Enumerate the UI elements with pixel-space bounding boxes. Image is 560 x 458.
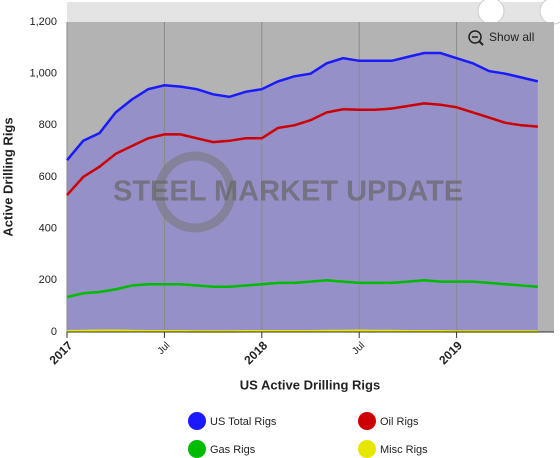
y-tick-label: 400 (39, 223, 57, 235)
legend-marker (188, 412, 206, 430)
series-line (66, 51, 539, 162)
legend-label: Gas Rigs (210, 444, 256, 456)
x-tick-label: 2018 (241, 338, 270, 367)
x-tick-label: Jul (156, 340, 173, 357)
legend-label: Oil Rigs (380, 416, 419, 428)
series-line (66, 329, 538, 333)
watermark-logo (154, 151, 236, 233)
legend-marker (358, 440, 376, 458)
legend-label: US Total Rigs (210, 416, 277, 428)
series-line (66, 102, 538, 196)
watermark: STEEL MARKET UPDATE (113, 151, 463, 233)
zoom-icon (468, 30, 482, 44)
y-tick-label: 1,000 (29, 68, 57, 80)
watermark-text: STEEL MARKET UPDATE (113, 176, 463, 208)
show-all-button[interactable]: Show all (468, 30, 534, 46)
y-tick-label: 200 (39, 274, 57, 286)
x-tick-label: 2019 (436, 338, 465, 367)
legend-label: Misc Rigs (380, 444, 428, 456)
range-handle[interactable] (477, 0, 505, 25)
button-label: Show all (489, 30, 534, 44)
legend-marker (358, 412, 376, 430)
zoom-icon (478, 40, 484, 46)
area (67, 53, 538, 332)
y-tick-label: 1,200 (29, 16, 57, 28)
x-axis-title: US Active Drilling Rigs (240, 377, 380, 392)
y-tick-label: 800 (39, 119, 57, 131)
series-line (66, 279, 538, 299)
y-axis-title: Active Drilling Rigs (0, 117, 15, 236)
navigator-bar (67, 2, 554, 22)
legend-marker (188, 440, 206, 458)
x-tick-label: 2017 (47, 338, 76, 367)
x-tick-label: Jul (350, 340, 367, 357)
y-tick-label: 0 (51, 326, 57, 338)
y-tick-label: 600 (39, 171, 57, 183)
